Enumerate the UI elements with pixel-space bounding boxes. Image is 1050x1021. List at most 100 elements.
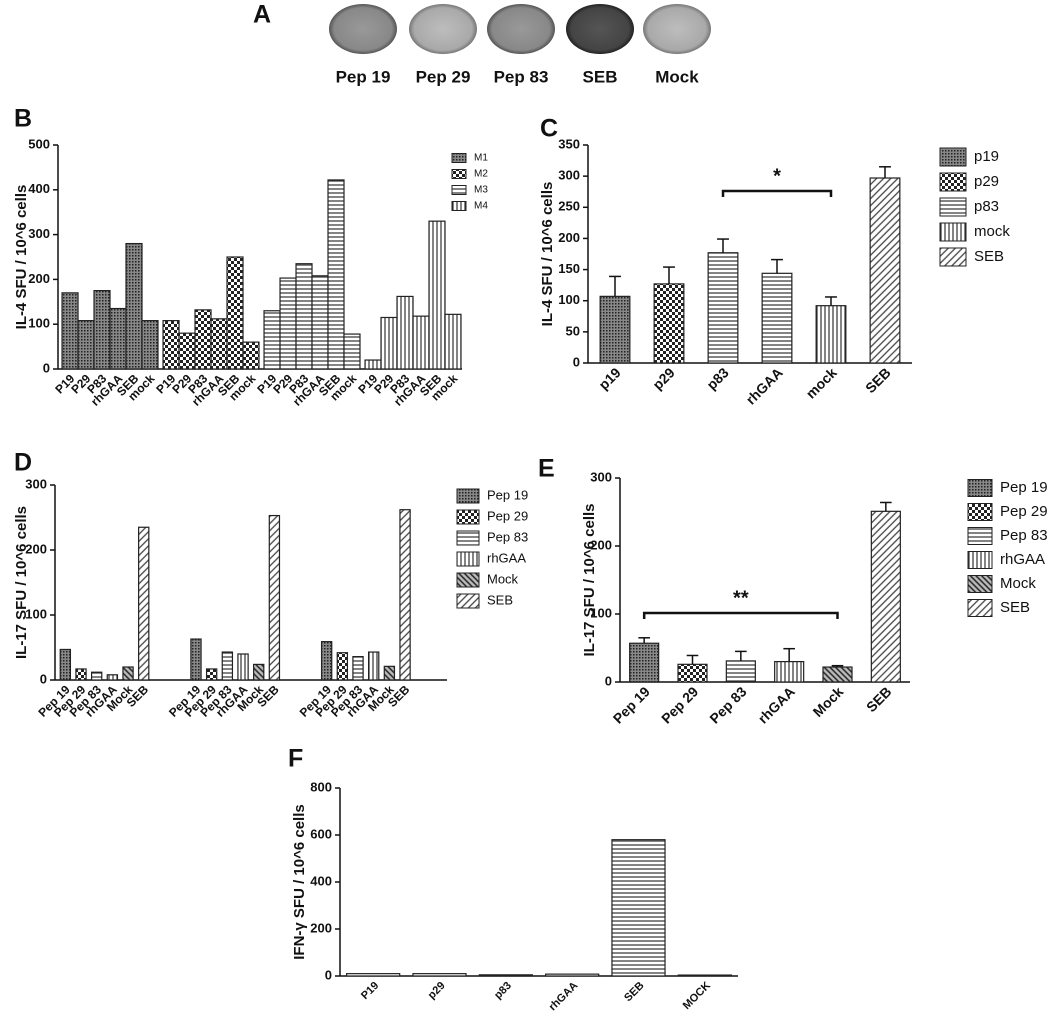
legend-swatch [967, 551, 993, 569]
bar [383, 665, 396, 681]
well-image [329, 4, 397, 54]
y-tick-label: 500 [28, 136, 50, 151]
y-tick-label: 50 [566, 323, 580, 338]
bar [412, 973, 467, 977]
bar [141, 320, 159, 370]
x-tick-label: rhGAA [547, 980, 581, 1014]
legend-label: M3 [474, 185, 488, 196]
y-tick-label: 0 [573, 354, 580, 369]
bar [210, 318, 228, 370]
bar [725, 660, 756, 683]
legend-label: Mock [487, 571, 519, 586]
bar [380, 316, 398, 370]
panel-letter: D [14, 449, 32, 477]
bar [352, 655, 364, 681]
legend-label: rhGAA [1000, 551, 1045, 568]
y-tick-label: 350 [558, 136, 580, 151]
panel-letter: B [14, 105, 32, 133]
chart-panel: F IFN-γ SFU / 10^6 cells 0 200 400 600 800 P19 p… [288, 745, 738, 1014]
bar [320, 641, 333, 681]
legend-label: Pep 19 [1000, 479, 1048, 496]
y-tick-label: 100 [25, 606, 47, 621]
legend-label: Mock [1000, 575, 1036, 592]
legend-swatch [939, 172, 967, 192]
x-tick-label: SEB [863, 683, 895, 715]
y-tick-label: 200 [558, 230, 580, 245]
x-tick-label: p83 [492, 980, 514, 1002]
bar [205, 668, 218, 681]
bar [815, 305, 847, 364]
significance-label: * [773, 165, 781, 187]
y-tick-label: 300 [28, 226, 50, 241]
x-tick-label: mock [803, 364, 840, 401]
x-tick-label: MOCK [681, 980, 713, 1012]
chart-panel: BIL-4 SFU / 10^6 cells0100200300400500P1… [13, 105, 488, 409]
x-tick-label: rhGAA [743, 364, 786, 407]
legend-label: p83 [974, 198, 999, 215]
x-tick-label: p29 [426, 980, 448, 1002]
y-tick-label: 100 [558, 292, 580, 307]
bar [237, 653, 249, 681]
bar [125, 242, 143, 370]
y-tick-label: 400 [28, 181, 50, 196]
legend-swatch [967, 503, 993, 521]
bar [611, 839, 666, 977]
significance-bracket [721, 189, 833, 197]
bar [774, 660, 805, 683]
bar [190, 638, 202, 681]
legend-swatch [456, 593, 480, 609]
well-label: Pep 19 [336, 67, 391, 86]
y-tick-label: 200 [590, 537, 612, 552]
panel-letter: A [253, 1, 271, 29]
x-tick-label: SEB [862, 364, 894, 396]
x-tick-label: p29 [649, 364, 678, 393]
x-tick-label: P19 [359, 980, 381, 1002]
legend-label: mock [974, 223, 1010, 240]
legend-swatch [939, 222, 967, 242]
significance-label: ** [733, 587, 749, 609]
bar [59, 648, 72, 681]
bar [629, 642, 660, 683]
bar [109, 307, 127, 370]
x-tick-label: rhGAA [755, 683, 798, 726]
legend-label: rhGAA [487, 550, 526, 565]
legend-label: p19 [974, 148, 999, 165]
legend-swatch [456, 572, 480, 588]
legend-label: SEB [1000, 599, 1030, 616]
bar [138, 526, 150, 681]
legend-swatch [456, 488, 480, 504]
x-tick-label: p83 [703, 364, 732, 393]
panel-letter: C [540, 115, 558, 143]
bar [761, 272, 793, 364]
x-tick-label: Pep 83 [706, 683, 749, 726]
bar [327, 179, 345, 370]
legend-label: Pep 83 [487, 529, 528, 544]
y-tick-label: 0 [43, 360, 50, 375]
bar [653, 283, 685, 364]
bar [599, 295, 631, 364]
legend-label: Pep 83 [1000, 527, 1048, 544]
bar [444, 313, 462, 370]
bar [364, 359, 382, 370]
bar [822, 666, 853, 683]
x-tick-label: Mock [810, 683, 847, 720]
bar [253, 663, 265, 681]
bar [368, 651, 380, 681]
y-tick-label: 300 [558, 168, 580, 183]
y-axis-label: IL-4 SFU / 10^6 cells [539, 182, 556, 327]
well-label: SEB [583, 67, 618, 86]
bar [677, 974, 732, 977]
bar [428, 220, 446, 370]
legend-swatch [967, 479, 993, 497]
legend-swatch [939, 147, 967, 167]
x-tick-label: Pep 19 [610, 683, 653, 726]
bar [279, 277, 297, 370]
legend-swatch [967, 527, 993, 545]
legend-swatch [456, 530, 480, 546]
y-tick-label: 0 [605, 673, 612, 688]
bar [75, 668, 87, 681]
significance-bracket [642, 611, 839, 619]
legend-swatch [451, 153, 467, 163]
bar [399, 509, 411, 681]
bar [162, 320, 180, 370]
